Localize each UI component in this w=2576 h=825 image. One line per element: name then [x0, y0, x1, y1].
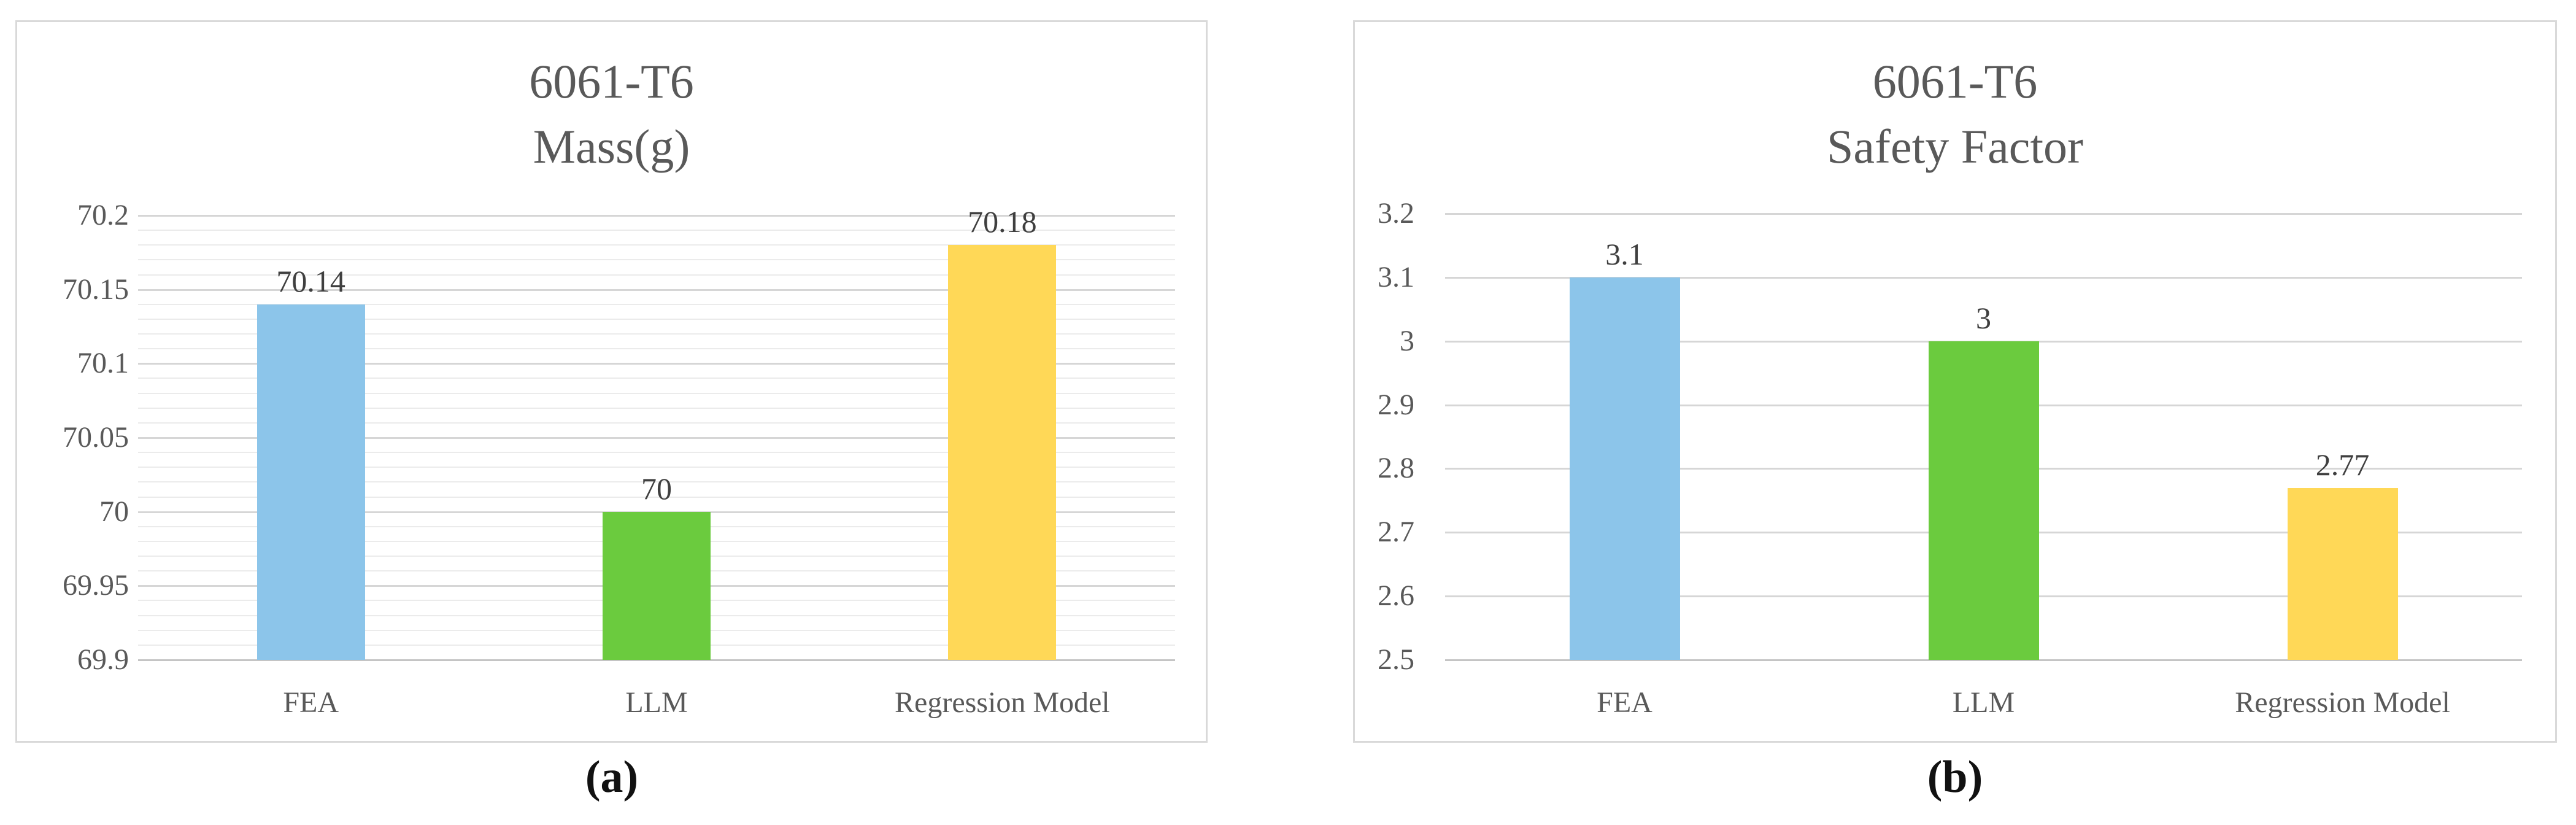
minor-gridline: [138, 467, 1175, 468]
minor-gridline: [138, 407, 1175, 409]
minor-gridline: [138, 333, 1175, 335]
y-tick-label: 3.1: [1378, 260, 1414, 293]
bar-regression-model: [2287, 487, 2398, 660]
mass-chart-title-line1: 6061-T6: [529, 55, 694, 108]
data-label-llm: 70: [641, 471, 672, 506]
safety-factor-chart-title-line1: 6061-T6: [1872, 55, 2038, 108]
minor-gridline: [138, 274, 1175, 276]
major-gridline: [138, 289, 1175, 291]
y-tick-label: 2.8: [1378, 452, 1414, 485]
y-tick-label: 2.9: [1378, 388, 1414, 421]
minor-gridline: [138, 481, 1175, 483]
y-tick-label: 69.95: [63, 569, 129, 602]
major-gridline: [138, 215, 1175, 217]
data-label-llm: 3: [1976, 300, 1991, 335]
major-gridline: [138, 437, 1175, 439]
y-tick-label: 2.7: [1378, 516, 1414, 549]
minor-gridline: [138, 452, 1175, 454]
bar-llm: [603, 511, 711, 660]
minor-gridline: [138, 318, 1175, 320]
major-gridline: [138, 363, 1175, 365]
major-gridline: [1445, 213, 2522, 215]
bar-fea: [1569, 277, 1680, 660]
bar-regression-model: [948, 245, 1057, 660]
mass-chart-title-line2: Mass(g): [533, 120, 690, 173]
y-tick-label: 70.05: [63, 421, 129, 454]
y-tick-label: 3: [1400, 324, 1414, 357]
plot-area: [1445, 213, 2522, 661]
minor-gridline: [138, 348, 1175, 350]
data-label-fea: 70.14: [276, 263, 345, 298]
data-label-regression-model: 70.18: [968, 204, 1037, 239]
y-tick-label: 70.2: [77, 199, 129, 231]
x-tick-label-fea: FEA: [283, 686, 339, 719]
subfigure-caption-b: (b): [1927, 752, 1983, 802]
x-axis-line: [1445, 659, 2522, 661]
bar-fea: [256, 304, 365, 660]
mass-chart-title: 6061-T6 Mass(g): [17, 49, 1206, 179]
plot-area: [138, 215, 1175, 661]
safety-factor-chart-title: 6061-T6 Safety Factor: [1355, 49, 2555, 179]
minor-gridline: [138, 230, 1175, 231]
x-tick-label-regression-model: Regression Model: [2235, 686, 2450, 719]
minor-gridline: [138, 244, 1175, 246]
x-tick-label-regression-model: Regression Model: [895, 686, 1110, 719]
data-label-fea: 3.1: [1605, 236, 1644, 271]
y-tick-label: 70.1: [77, 347, 129, 380]
y-tick-label: 2.6: [1378, 579, 1414, 613]
y-tick-label: 70: [99, 495, 129, 528]
mass-chart-panel: 6061-T6 Mass(g) 70.2 70.15 70.1 70.05 70 69.9…: [15, 20, 1208, 743]
minor-gridline: [138, 378, 1175, 379]
safety-factor-chart-panel: 6061-T6 Safety Factor 3.2 3.1 3 2.9 2.8 2.7 2.…: [1353, 20, 2557, 743]
y-tick-label: 3.2: [1378, 197, 1414, 230]
minor-gridline: [138, 392, 1175, 394]
bar-llm: [1928, 341, 2039, 660]
y-tick-label: 2.5: [1378, 643, 1414, 676]
x-tick-label-llm: LLM: [625, 686, 688, 719]
x-tick-label-llm: LLM: [1952, 686, 2015, 719]
y-tick-label: 70.15: [63, 273, 129, 306]
minor-gridline: [138, 496, 1175, 498]
y-tick-label: 69.9: [77, 643, 129, 676]
subfigure-caption-a: (a): [585, 752, 639, 802]
major-gridline: [1445, 276, 2522, 279]
x-tick-label-fea: FEA: [1597, 686, 1652, 719]
safety-factor-chart-title-line2: Safety Factor: [1826, 120, 2084, 173]
data-label-regression-model: 2.77: [2315, 447, 2370, 482]
minor-gridline: [138, 259, 1175, 261]
minor-gridline: [138, 303, 1175, 305]
x-axis-line: [138, 659, 1175, 661]
minor-gridline: [138, 422, 1175, 424]
